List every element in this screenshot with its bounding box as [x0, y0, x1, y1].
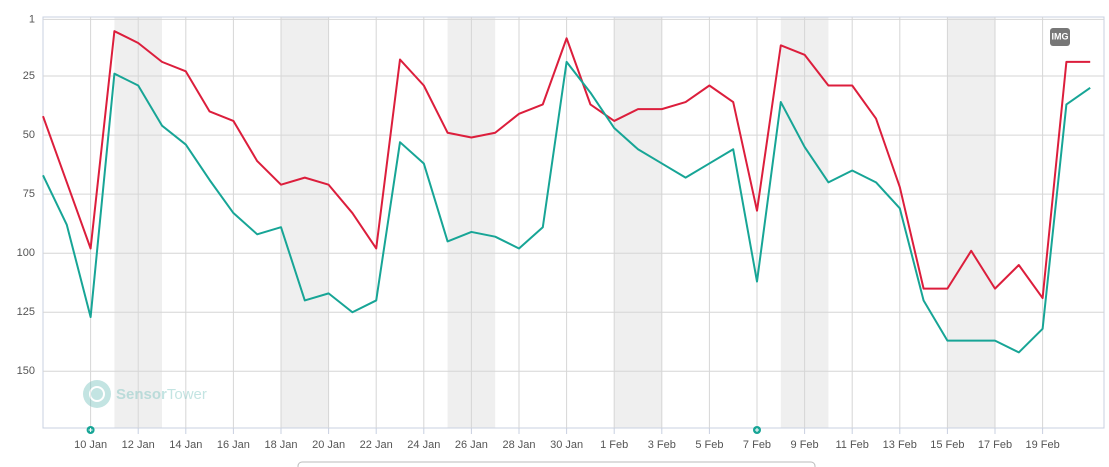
x-tick-label: 18 Jan: [264, 439, 297, 451]
watermark-logo-inner: [89, 386, 105, 402]
watermark-logo: [83, 380, 111, 408]
y-tick-label: 100: [17, 247, 35, 259]
y-tick-label: 50: [23, 129, 35, 141]
watermark: SensorTower: [83, 380, 207, 408]
y-tick-label: 25: [23, 70, 35, 82]
x-tick-label: 13 Feb: [883, 439, 917, 451]
event-marker-plus: [755, 428, 759, 432]
x-tick-label: 11 Feb: [835, 439, 868, 451]
watermark-text: SensorTower: [116, 386, 207, 403]
watermark-part: Tower: [167, 386, 207, 403]
navigator-box: [297, 461, 816, 467]
x-tick-label: 30 Jan: [550, 439, 583, 451]
series-line: [42, 30, 1091, 300]
x-tick-label: 17 Feb: [978, 439, 1012, 451]
x-tick-label: 20 Jan: [312, 439, 345, 451]
x-tick-label: 9 Feb: [791, 439, 819, 451]
x-tick-label: 16 Jan: [217, 439, 250, 451]
weekend-band: [947, 17, 995, 428]
x-tick-label: 14 Jan: [169, 439, 202, 451]
y-tick-label: 150: [17, 365, 35, 377]
export-button[interactable]: IMG: [1050, 28, 1070, 46]
y-tick-label: 1: [29, 13, 35, 25]
x-tick-label: 7 Feb: [743, 439, 771, 451]
x-tick-label: 10 Jan: [74, 439, 107, 451]
y-tick-label: 75: [23, 188, 35, 200]
y-tick-label: 125: [17, 306, 35, 318]
x-tick-label: 19 Feb: [1025, 439, 1059, 451]
plot-frame: [42, 16, 1105, 429]
x-tick-label: 1 Feb: [600, 439, 628, 451]
export-button-bg: [1050, 28, 1070, 46]
x-tick-label: 5 Feb: [695, 439, 723, 451]
watermark-part: Sensor: [116, 386, 167, 403]
export-button-label: IMG: [1052, 31, 1069, 41]
event-marker-plus: [88, 428, 93, 432]
x-tick-label: 28 Jan: [502, 439, 535, 451]
x-tick-label: 15 Feb: [930, 439, 964, 451]
weekend-band: [614, 17, 662, 428]
series-line: [42, 60, 1091, 354]
x-tick-label: 12 Jan: [122, 439, 155, 451]
x-tick-label: 24 Jan: [407, 439, 440, 451]
x-tick-label: 22 Jan: [360, 439, 393, 451]
weekend-band: [281, 17, 329, 428]
x-tick-label: 26 Jan: [455, 439, 488, 451]
x-tick-label: 3 Feb: [648, 439, 676, 451]
